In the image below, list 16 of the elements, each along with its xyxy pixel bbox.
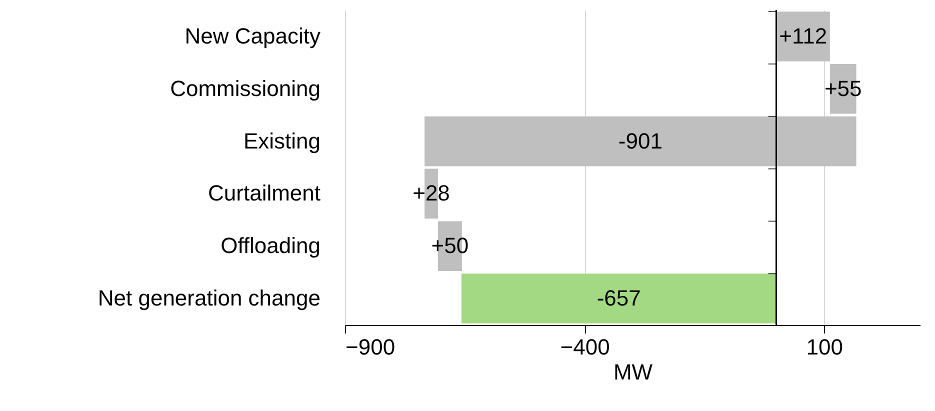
- x-axis-title: MW: [613, 360, 653, 384]
- y-tick-label: Offloading: [220, 233, 320, 258]
- y-tick-label: New Capacity: [184, 23, 320, 48]
- x-tick-label: 100: [806, 334, 844, 360]
- data-label: -657: [596, 286, 641, 311]
- data-label: +28: [412, 180, 450, 206]
- x-tick-label: −900: [346, 334, 396, 360]
- data-label: +50: [431, 233, 469, 258]
- data-label: +55: [824, 76, 862, 101]
- y-tick-label: Commissioning: [170, 76, 320, 101]
- y-tick-label: Curtailment: [208, 180, 320, 206]
- x-tick-label: −400: [560, 334, 610, 360]
- y-tick-label: Existing: [243, 128, 320, 154]
- data-label: +112: [779, 23, 828, 48]
- data-label: -901: [618, 128, 662, 154]
- y-tick-label: Net generation change: [98, 286, 320, 311]
